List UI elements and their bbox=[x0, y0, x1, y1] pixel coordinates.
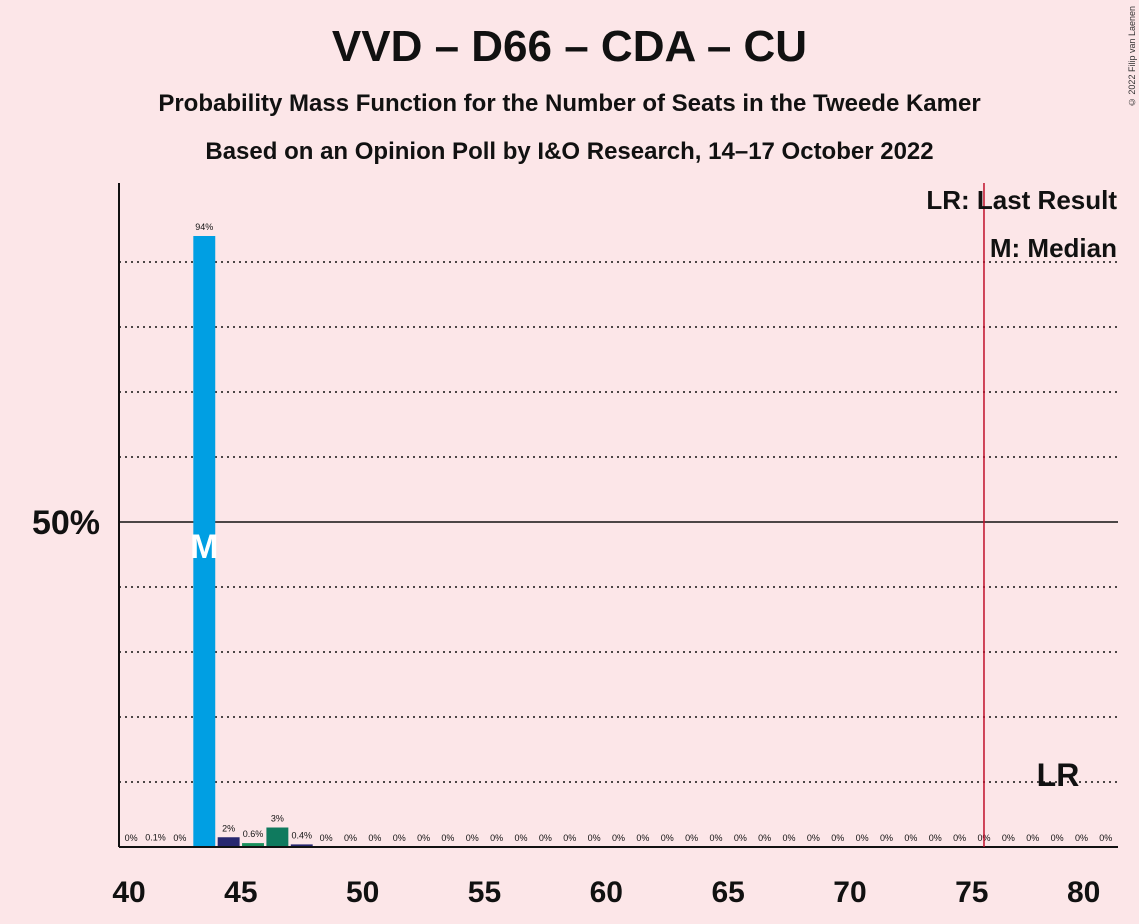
markers: LR M bbox=[190, 183, 1079, 847]
bar-label-71: 0% bbox=[880, 833, 893, 843]
bar-label-52: 0% bbox=[417, 833, 430, 843]
bar-label-51: 0% bbox=[393, 833, 406, 843]
bar-label-60: 0% bbox=[612, 833, 625, 843]
x-tick-70: 70 bbox=[833, 876, 866, 909]
bar-44 bbox=[217, 837, 240, 847]
bar-label-63: 0% bbox=[685, 833, 698, 843]
bar-45 bbox=[242, 843, 264, 847]
y-tick-50: 50% bbox=[32, 504, 100, 542]
x-tick-50: 50 bbox=[346, 876, 379, 909]
bar-label-53: 0% bbox=[441, 833, 454, 843]
bar-label-78: 0% bbox=[1051, 833, 1064, 843]
gridlines bbox=[119, 261, 1118, 783]
bar-label-68: 0% bbox=[807, 833, 820, 843]
bar-label-74: 0% bbox=[953, 833, 966, 843]
bar-label-56: 0% bbox=[515, 833, 528, 843]
bar-label-61: 0% bbox=[636, 833, 649, 843]
bar-label-43: 94% bbox=[195, 222, 213, 232]
x-tick-40: 40 bbox=[112, 876, 145, 909]
x-tick-65: 65 bbox=[711, 876, 744, 909]
bar-43 bbox=[193, 236, 216, 847]
bar-label-62: 0% bbox=[661, 833, 674, 843]
bar-46 bbox=[266, 827, 289, 847]
bar-label-40: 0% bbox=[125, 833, 138, 843]
legend-last-result: LR: Last Result bbox=[926, 185, 1117, 215]
bar-47 bbox=[290, 844, 313, 847]
chart-subtitle: Probability Mass Function for the Number… bbox=[158, 90, 981, 117]
bar-label-54: 0% bbox=[466, 833, 479, 843]
bar-label-79: 0% bbox=[1075, 833, 1088, 843]
bar-label-58: 0% bbox=[563, 833, 576, 843]
bar-label-50: 0% bbox=[368, 833, 381, 843]
bar-label-70: 0% bbox=[856, 833, 869, 843]
bars bbox=[144, 236, 313, 847]
bar-label-45: 0.6% bbox=[243, 829, 264, 839]
x-tick-45: 45 bbox=[224, 876, 257, 909]
bar-label-65: 0% bbox=[734, 833, 747, 843]
bar-label-46: 3% bbox=[271, 814, 284, 824]
bar-label-73: 0% bbox=[929, 833, 942, 843]
bar-label-49: 0% bbox=[344, 833, 357, 843]
median-marker: M bbox=[190, 528, 218, 566]
last-result-marker: LR bbox=[1037, 757, 1080, 793]
chart-title: VVD – D66 – CDA – CU bbox=[331, 22, 808, 71]
x-tick-55: 55 bbox=[468, 876, 501, 909]
bar-label-72: 0% bbox=[904, 833, 917, 843]
bar-label-67: 0% bbox=[783, 833, 796, 843]
bar-label-55: 0% bbox=[490, 833, 503, 843]
bar-label-48: 0% bbox=[320, 833, 333, 843]
x-tick-75: 75 bbox=[955, 876, 988, 909]
bar-labels: 0% 0.1% 0% 94% 2% 0.6% 3% 0.4% 0% 0% 0% 0% 0% 0% 0% 0% 0… bbox=[125, 222, 1113, 843]
bar-label-80: 0% bbox=[1099, 833, 1112, 843]
axes: 40 45 50 55 60 65 70 75 80 50% bbox=[32, 183, 1118, 909]
bar-label-42: 0% bbox=[173, 833, 186, 843]
bar-label-64: 0% bbox=[709, 833, 722, 843]
x-tick-60: 60 bbox=[590, 876, 623, 909]
bar-label-66: 0% bbox=[758, 833, 771, 843]
bar-label-77: 0% bbox=[1026, 833, 1039, 843]
bar-label-69: 0% bbox=[831, 833, 844, 843]
legend-median: M: Median bbox=[990, 233, 1117, 263]
bar-label-44: 2% bbox=[222, 823, 235, 833]
x-tick-80: 80 bbox=[1067, 876, 1100, 909]
bar-label-41: 0.1% bbox=[145, 832, 166, 842]
bar-label-47: 0.4% bbox=[291, 830, 312, 840]
chart-source: Based on an Opinion Poll by I&O Research… bbox=[205, 138, 934, 165]
bar-label-76: 0% bbox=[1002, 833, 1015, 843]
bar-label-57: 0% bbox=[539, 833, 552, 843]
bar-label-59: 0% bbox=[588, 833, 601, 843]
